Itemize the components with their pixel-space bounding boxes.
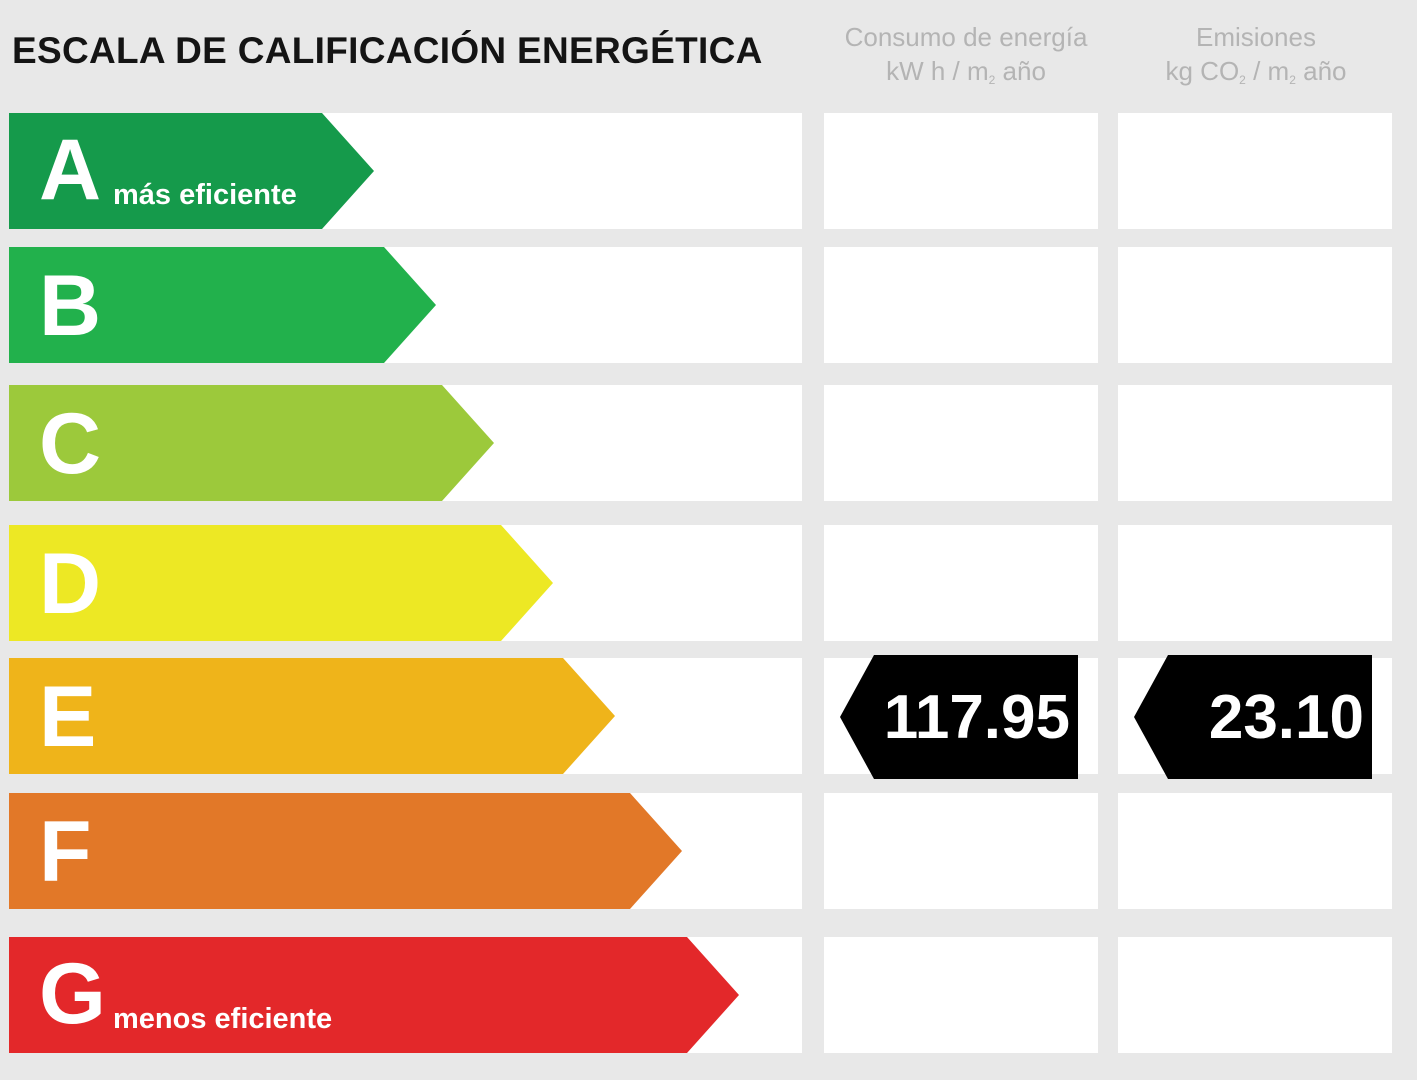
consumption-value: 117.95 bbox=[883, 682, 1070, 752]
class-bar-g bbox=[9, 937, 739, 1053]
consumption-cell-g bbox=[824, 937, 1098, 1053]
consumption-badge-shape bbox=[840, 655, 1078, 779]
emissions-cell-f bbox=[1118, 793, 1392, 909]
class-letter-g: G bbox=[39, 946, 106, 1042]
class-bar-c bbox=[9, 385, 494, 501]
class-row-d: D bbox=[9, 525, 802, 641]
consumption-value-badge: 117.95 bbox=[840, 655, 1078, 779]
emissions-cell-c bbox=[1118, 385, 1392, 501]
class-arrow-f bbox=[9, 793, 682, 909]
class-arrow-g bbox=[9, 937, 739, 1053]
consumption-header-line1: Consumo de energía bbox=[844, 22, 1088, 52]
emissions-column-header: Emisiones kg CO2 / m2 año bbox=[1118, 20, 1394, 97]
class-bar-e bbox=[9, 658, 615, 774]
class-row-b: B bbox=[9, 247, 802, 363]
consumption-cell-c bbox=[824, 385, 1098, 501]
emissions-value: 23.10 bbox=[1208, 682, 1364, 752]
class-arrow-e bbox=[9, 658, 615, 774]
emissions-badge-shape bbox=[1134, 655, 1372, 779]
class-bar-b bbox=[9, 247, 436, 363]
consumption-cell-b bbox=[824, 247, 1098, 363]
class-arrow-b bbox=[9, 247, 436, 363]
consumption-header-line2: kW h / m2 año bbox=[886, 56, 1046, 87]
class-letter-a: A bbox=[39, 122, 102, 218]
emissions-header-line1: Emisiones bbox=[1196, 22, 1316, 52]
class-row-e: E bbox=[9, 658, 802, 774]
emissions-value-badge: 23.10 bbox=[1134, 655, 1372, 779]
class-row-c: C bbox=[9, 385, 802, 501]
emissions-header-line2: kg CO2 / m2 año bbox=[1165, 56, 1347, 87]
class-letter-d: D bbox=[39, 536, 102, 632]
class-arrow-d bbox=[9, 525, 553, 641]
consumption-column-header: Consumo de energía kW h / m2 año bbox=[828, 20, 1104, 97]
emissions-cell-d bbox=[1118, 525, 1392, 641]
consumption-cell-a bbox=[824, 113, 1098, 229]
class-caption-a: más eficiente bbox=[113, 179, 297, 211]
class-letter-f: F bbox=[39, 804, 92, 900]
class-bar-f bbox=[9, 793, 682, 909]
class-caption-g: menos eficiente bbox=[113, 1003, 333, 1035]
class-letter-b: B bbox=[39, 258, 102, 354]
class-letter-e: E bbox=[39, 669, 97, 765]
class-arrow-c bbox=[9, 385, 494, 501]
class-bar-a bbox=[9, 113, 374, 229]
emissions-cell-a bbox=[1118, 113, 1392, 229]
class-arrow-a bbox=[9, 113, 374, 229]
class-letter-c: C bbox=[39, 396, 102, 492]
class-row-f: F bbox=[9, 793, 802, 909]
chart-title: ESCALA DE CALIFICACIÓN ENERGÉTICA bbox=[12, 30, 763, 71]
emissions-cell-g bbox=[1118, 937, 1392, 1053]
consumption-cell-d bbox=[824, 525, 1098, 641]
emissions-cell-b bbox=[1118, 247, 1392, 363]
class-bar-d bbox=[9, 525, 553, 641]
consumption-cell-f bbox=[824, 793, 1098, 909]
